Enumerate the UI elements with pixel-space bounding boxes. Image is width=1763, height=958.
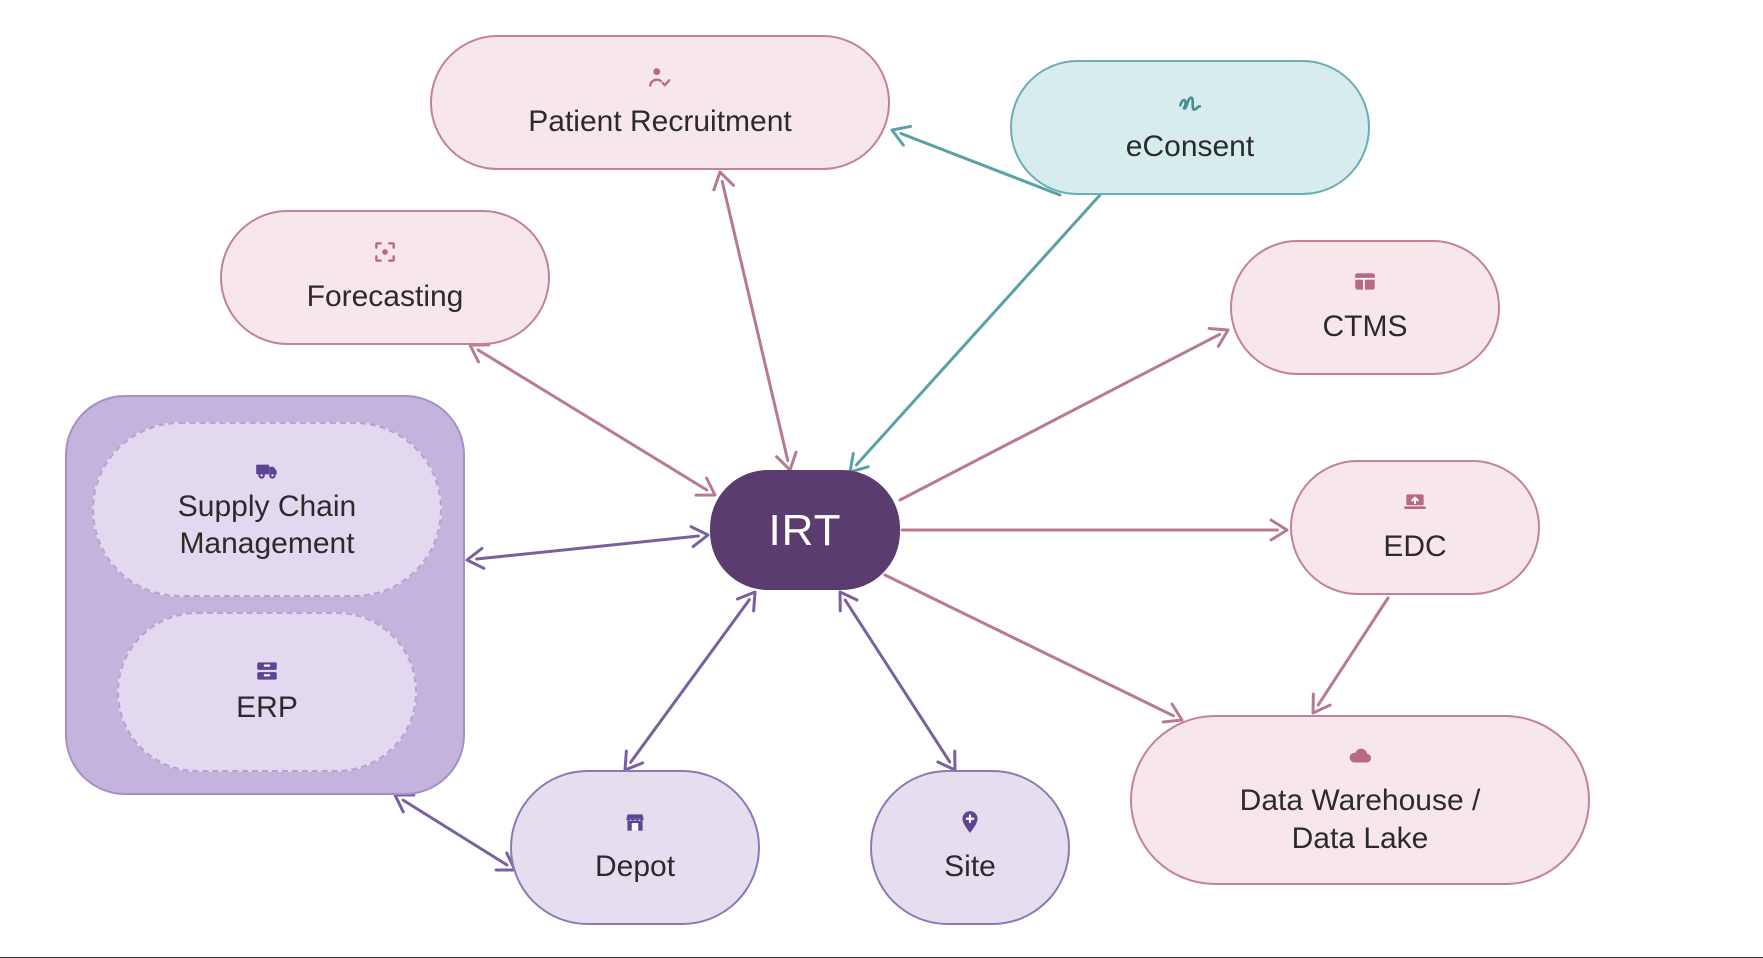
node-forecast: Forecasting: [220, 210, 550, 345]
node-depot: Depot: [510, 770, 760, 925]
node-patient-label: Patient Recruitment: [528, 103, 791, 141]
node-erp: ERP: [117, 612, 417, 772]
browser-icon: [1352, 269, 1378, 300]
laptop-up-icon: [1402, 489, 1428, 520]
store-icon: [622, 809, 648, 840]
node-econsent: eConsent: [1010, 60, 1370, 195]
node-scm-label: Supply Chain Management: [178, 488, 356, 563]
node-scm: Supply Chain Management: [92, 422, 442, 597]
focus-icon: [372, 239, 398, 270]
person-check-icon: [647, 64, 673, 95]
node-forecast-label: Forecasting: [307, 278, 464, 316]
node-ctms: CTMS: [1230, 240, 1500, 375]
diagram-canvas: Supply Chain Management ERP IRT Patient …: [0, 0, 1763, 958]
truck-icon: [254, 457, 280, 488]
cloud-icon: [1347, 743, 1373, 774]
group-scm: Supply Chain Management ERP: [65, 395, 465, 795]
node-irt-center: IRT: [710, 470, 900, 590]
archive-icon: [254, 658, 280, 689]
node-irt-label: IRT: [768, 503, 841, 558]
node-datalake: Data Warehouse / Data Lake: [1130, 715, 1590, 885]
node-edc-label: EDC: [1383, 528, 1446, 566]
pin-plus-icon: [957, 809, 983, 840]
node-site: Site: [870, 770, 1070, 925]
signature-icon: [1177, 89, 1203, 120]
node-datalake-label: Data Warehouse / Data Lake: [1240, 782, 1481, 857]
node-econsent-label: eConsent: [1126, 128, 1254, 166]
node-depot-label: Depot: [595, 848, 675, 886]
node-edc: EDC: [1290, 460, 1540, 595]
node-ctms-label: CTMS: [1323, 308, 1408, 346]
node-patient: Patient Recruitment: [430, 35, 890, 170]
node-site-label: Site: [944, 848, 996, 886]
node-erp-label: ERP: [236, 689, 298, 727]
